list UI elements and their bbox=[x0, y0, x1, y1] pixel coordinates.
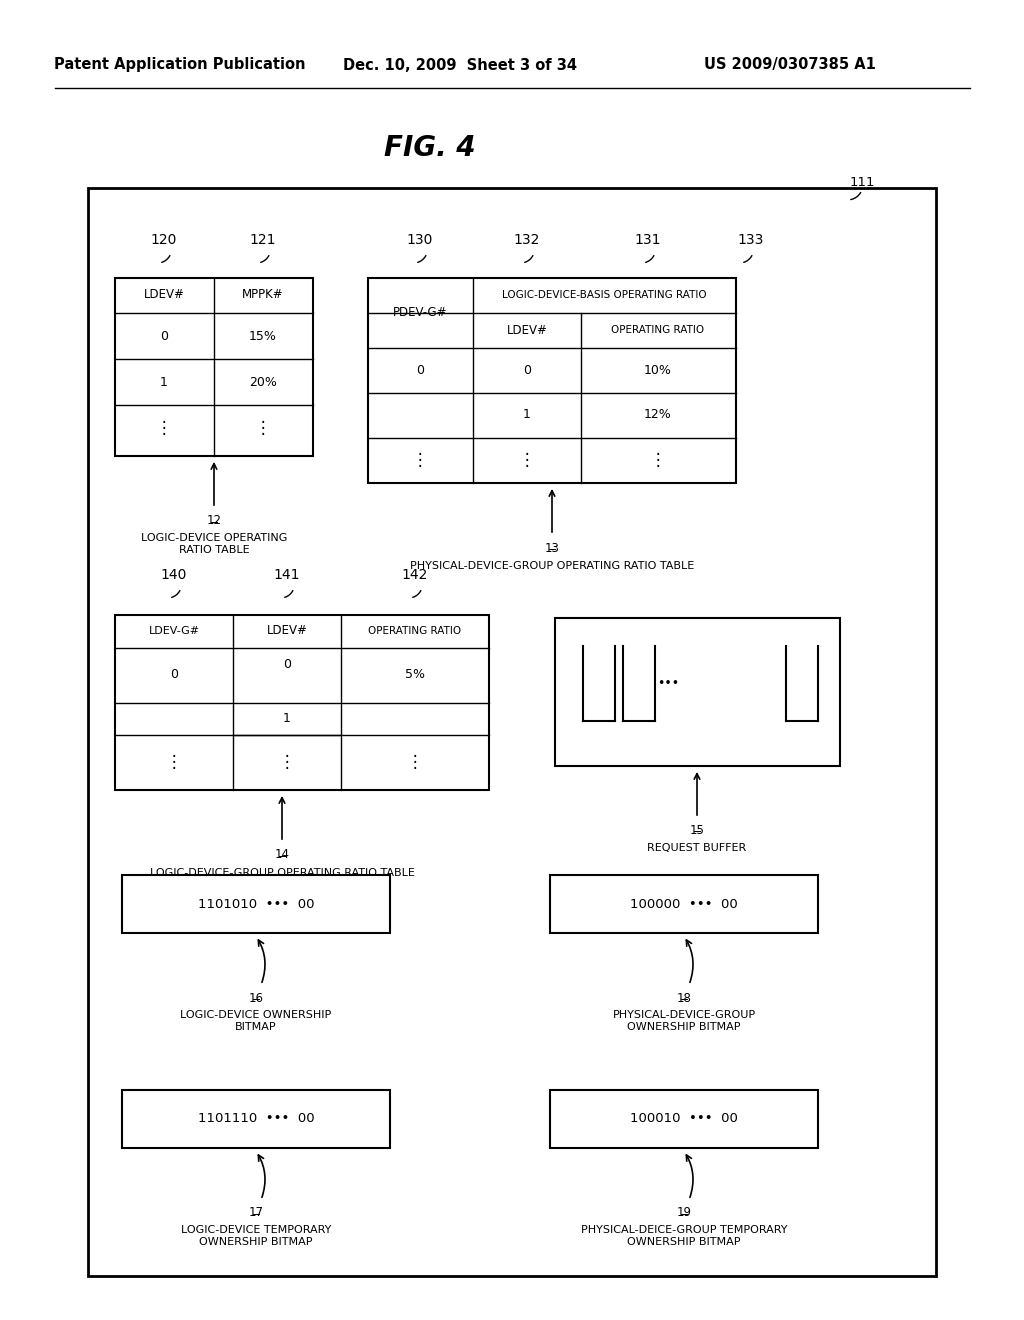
Text: 12: 12 bbox=[207, 515, 221, 528]
Text: 0: 0 bbox=[523, 363, 531, 376]
Bar bbox=[550, 1090, 818, 1148]
Text: 0: 0 bbox=[416, 363, 424, 376]
Text: PHYSICAL-DEVICE-GROUP OPERATING RATIO TABLE: PHYSICAL-DEVICE-GROUP OPERATING RATIO TA… bbox=[410, 561, 694, 572]
Text: 111: 111 bbox=[849, 177, 874, 190]
Bar bbox=[88, 187, 936, 1276]
Bar bbox=[115, 279, 313, 455]
Text: 1: 1 bbox=[283, 713, 291, 726]
Text: 133: 133 bbox=[738, 234, 764, 247]
Text: 17: 17 bbox=[249, 1206, 263, 1220]
Bar bbox=[115, 615, 489, 789]
Text: PDEV-G#: PDEV-G# bbox=[393, 305, 447, 318]
Text: US 2009/0307385 A1: US 2009/0307385 A1 bbox=[705, 58, 876, 73]
Text: 100010  •••  00: 100010 ••• 00 bbox=[630, 1113, 738, 1126]
Bar bbox=[122, 1090, 390, 1148]
Bar bbox=[555, 618, 840, 766]
Text: 100000  •••  00: 100000 ••• 00 bbox=[630, 898, 738, 911]
Bar bbox=[122, 875, 390, 933]
Text: LDEV#: LDEV# bbox=[507, 323, 548, 337]
Text: 0: 0 bbox=[283, 659, 291, 672]
Text: 142: 142 bbox=[401, 568, 428, 582]
Text: Dec. 10, 2009  Sheet 3 of 34: Dec. 10, 2009 Sheet 3 of 34 bbox=[343, 58, 577, 73]
Text: ⋮: ⋮ bbox=[519, 451, 536, 469]
Text: PHYSICAL-DEVICE-GROUP
OWNERSHIP BITMAP: PHYSICAL-DEVICE-GROUP OWNERSHIP BITMAP bbox=[612, 1010, 756, 1032]
Text: 20%: 20% bbox=[249, 375, 276, 388]
Text: LDEV#: LDEV# bbox=[266, 624, 307, 638]
Text: 18: 18 bbox=[677, 991, 691, 1005]
Text: 120: 120 bbox=[151, 234, 177, 247]
Text: ⋮: ⋮ bbox=[255, 418, 271, 437]
Text: REQUEST BUFFER: REQUEST BUFFER bbox=[647, 843, 746, 853]
Bar bbox=[368, 279, 736, 483]
Text: ⋮: ⋮ bbox=[156, 418, 172, 437]
Text: LOGIC-DEVICE OPERATING
RATIO TABLE: LOGIC-DEVICE OPERATING RATIO TABLE bbox=[141, 533, 287, 554]
Text: ⋮: ⋮ bbox=[166, 752, 182, 771]
Text: 19: 19 bbox=[677, 1206, 691, 1220]
Text: 141: 141 bbox=[273, 568, 300, 582]
Text: 121: 121 bbox=[250, 234, 276, 247]
Text: 1: 1 bbox=[523, 408, 530, 421]
Text: 131: 131 bbox=[635, 234, 662, 247]
Text: ⋮: ⋮ bbox=[412, 451, 428, 469]
Text: 1101110  •••  00: 1101110 ••• 00 bbox=[198, 1113, 314, 1126]
Text: OPERATING RATIO: OPERATING RATIO bbox=[611, 325, 705, 335]
Text: 16: 16 bbox=[249, 991, 263, 1005]
Text: 12%: 12% bbox=[644, 408, 672, 421]
Text: PHYSICAL-DEICE-GROUP TEMPORARY
OWNERSHIP BITMAP: PHYSICAL-DEICE-GROUP TEMPORARY OWNERSHIP… bbox=[581, 1225, 787, 1247]
Text: FIG. 4: FIG. 4 bbox=[384, 135, 476, 162]
Text: 10%: 10% bbox=[644, 363, 672, 376]
Text: 15%: 15% bbox=[249, 330, 276, 342]
Text: Patent Application Publication: Patent Application Publication bbox=[54, 58, 306, 73]
Text: 1101010  •••  00: 1101010 ••• 00 bbox=[198, 898, 314, 911]
Text: ⋮: ⋮ bbox=[649, 451, 667, 469]
Text: MPPK#: MPPK# bbox=[243, 289, 284, 301]
Text: 130: 130 bbox=[407, 234, 433, 247]
Text: LOGIC-DEVICE-BASIS OPERATING RATIO: LOGIC-DEVICE-BASIS OPERATING RATIO bbox=[502, 290, 707, 300]
Text: 13: 13 bbox=[545, 541, 559, 554]
Text: 0: 0 bbox=[170, 668, 178, 681]
Text: LOGIC-DEVICE-GROUP OPERATING RATIO TABLE: LOGIC-DEVICE-GROUP OPERATING RATIO TABLE bbox=[150, 869, 415, 878]
Text: LOGIC-DEVICE TEMPORARY
OWNERSHIP BITMAP: LOGIC-DEVICE TEMPORARY OWNERSHIP BITMAP bbox=[181, 1225, 331, 1247]
Text: 140: 140 bbox=[161, 568, 187, 582]
Text: 15: 15 bbox=[689, 824, 705, 837]
Text: 5%: 5% bbox=[406, 668, 425, 681]
Text: 1: 1 bbox=[160, 375, 168, 388]
Text: OPERATING RATIO: OPERATING RATIO bbox=[369, 626, 462, 636]
Bar bbox=[550, 875, 818, 933]
Text: ⋮: ⋮ bbox=[279, 752, 295, 771]
Text: LDEV#: LDEV# bbox=[143, 289, 184, 301]
Text: 14: 14 bbox=[274, 849, 290, 862]
Text: LDEV-G#: LDEV-G# bbox=[148, 626, 200, 636]
Text: ⋮: ⋮ bbox=[407, 752, 423, 771]
Text: LOGIC-DEVICE OWNERSHIP
BITMAP: LOGIC-DEVICE OWNERSHIP BITMAP bbox=[180, 1010, 332, 1032]
Text: 0: 0 bbox=[160, 330, 168, 342]
Text: •••: ••• bbox=[657, 676, 679, 689]
Text: 132: 132 bbox=[514, 234, 541, 247]
